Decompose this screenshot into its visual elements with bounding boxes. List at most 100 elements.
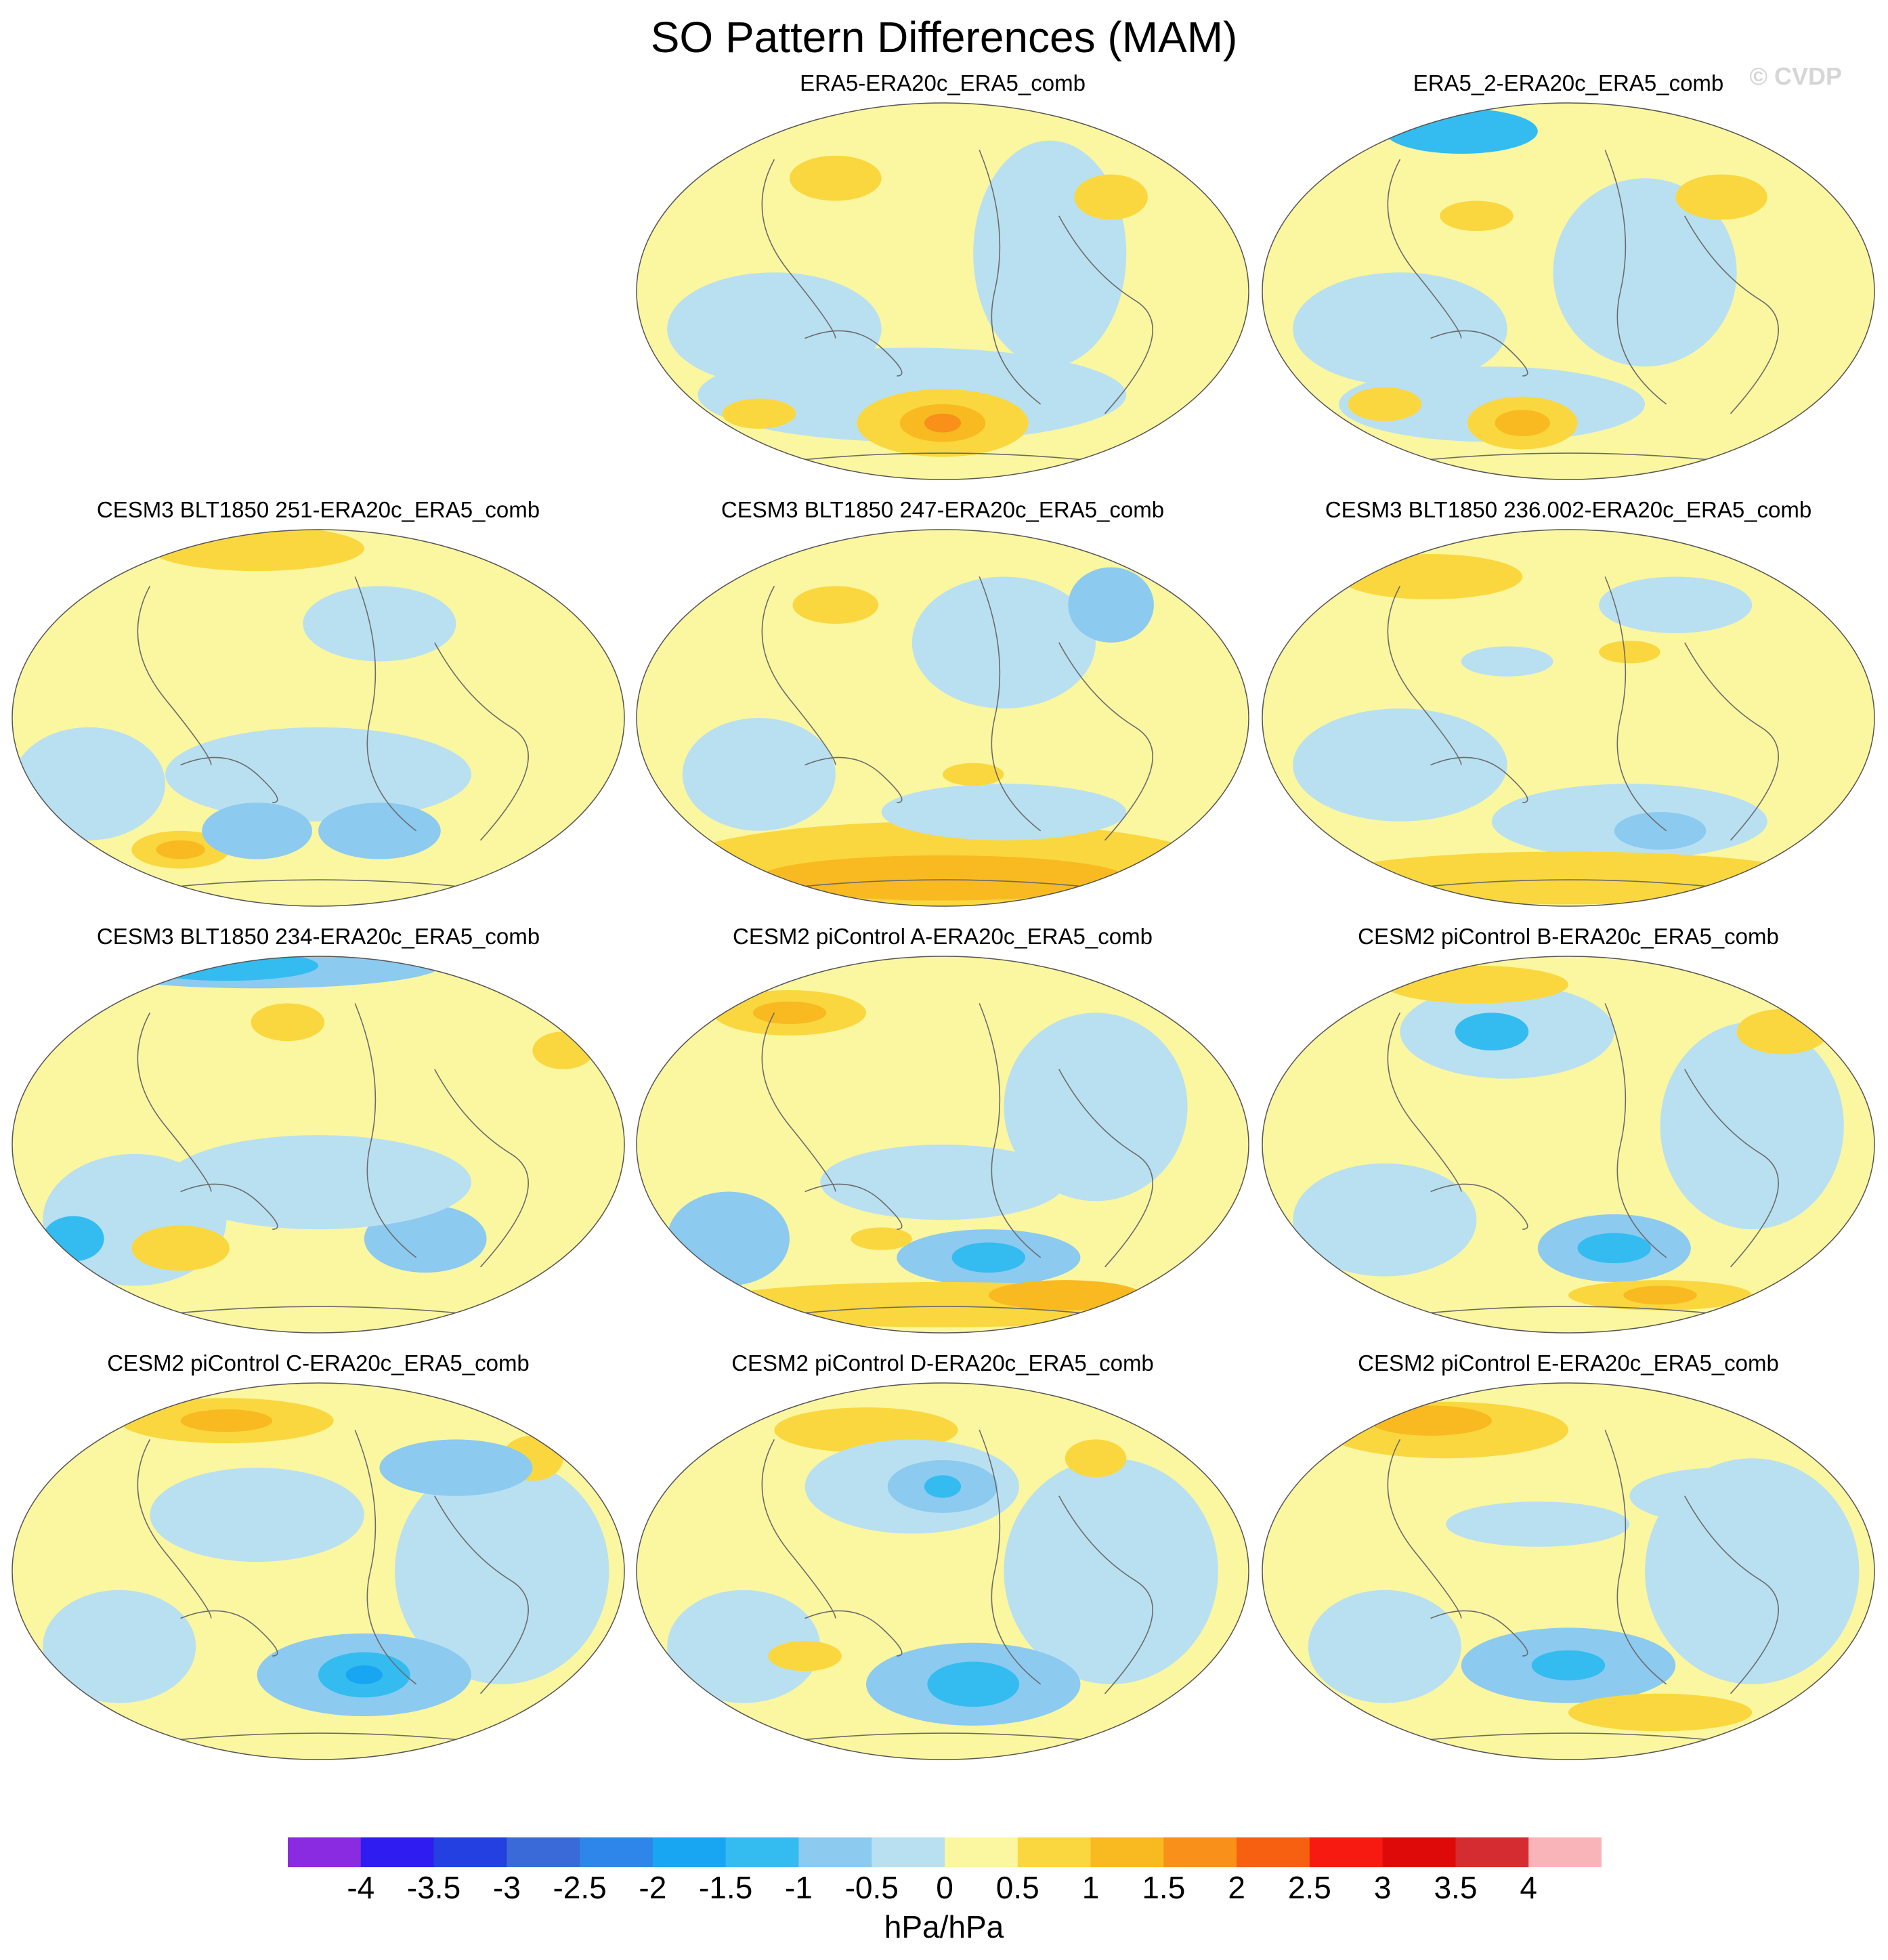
anomaly-region (150, 1468, 364, 1562)
map-outline (636, 102, 1249, 480)
map-panel (636, 102, 1249, 480)
map-panel (12, 956, 625, 1334)
colorbar-tick-label: 0 (936, 1870, 953, 1905)
figure-title: SO Pattern Differences (MAM) (650, 13, 1238, 62)
map-outline (1262, 956, 1875, 1334)
coastline (1604, 1430, 1667, 1685)
anomaly-region (988, 1280, 1142, 1311)
anomaly-region (251, 1003, 325, 1042)
anomaly-region (682, 718, 836, 831)
anomaly-region (1384, 965, 1568, 1004)
panel-title: CESM2 piControl D-ERA20c_ERA5_comb (731, 1350, 1154, 1376)
colorbar-swatch (1455, 1837, 1529, 1867)
anomaly-region (1577, 1233, 1652, 1264)
coastline (180, 757, 278, 803)
anomaly-region (156, 840, 205, 859)
colorbar-swatch (580, 1837, 653, 1867)
anomaly-region (1645, 1458, 1860, 1684)
coastline (134, 1306, 502, 1319)
map-outline (1262, 102, 1875, 480)
colorbar-tick-label: 4 (1520, 1870, 1538, 1905)
anomaly-region (1736, 1008, 1829, 1054)
anomaly-region (1293, 708, 1507, 822)
colorbar-swatch (1309, 1837, 1383, 1867)
coastline (1384, 452, 1753, 465)
coastline (758, 1732, 1127, 1745)
map-panel (636, 529, 1249, 907)
panel-title: ERA5_2-ERA20c_ERA5_comb (1413, 70, 1724, 95)
anomaly-region (43, 1590, 196, 1703)
panel-title: CESM3 BLT1850 236.002-ERA20c_ERA5_comb (1325, 497, 1812, 522)
anomaly-region (165, 1135, 471, 1230)
colorbar-swatch (652, 1837, 727, 1867)
anomaly-region (911, 576, 1096, 709)
anomaly-region (667, 1191, 790, 1286)
map-outline (12, 529, 625, 907)
colorbar-tick-label: 2 (1228, 1870, 1245, 1905)
colorbar-tick-label: 1 (1081, 1870, 1100, 1905)
anomaly-region (951, 1242, 1026, 1273)
anomaly-region (1004, 1013, 1188, 1201)
colorbar-tick-label: -0.5 (844, 1870, 899, 1905)
map-panel (1262, 956, 1875, 1334)
coastline (761, 1439, 836, 1619)
coastline (979, 1430, 1042, 1685)
coastline (804, 330, 903, 377)
anomaly-region (1623, 1285, 1697, 1305)
coastline (137, 586, 212, 765)
colorbar-tick-label: -1.5 (699, 1870, 753, 1905)
coastline (1384, 1306, 1753, 1319)
coastline (134, 879, 502, 892)
colorbar-tick-label: 0.5 (995, 1870, 1039, 1905)
coastline (1684, 1495, 1779, 1695)
anomaly-region (1293, 1163, 1477, 1277)
coastline (1684, 1069, 1779, 1268)
coastline (1604, 576, 1667, 832)
coastline (758, 1306, 1127, 1319)
map-outline (636, 1382, 1249, 1760)
map-panel (1262, 102, 1875, 480)
coastline (758, 452, 1127, 465)
coastline (1384, 879, 1753, 892)
colorbar-tick-label: 1.5 (1142, 1870, 1186, 1905)
coastline (1604, 150, 1667, 405)
anomaly-region (758, 855, 1127, 901)
coastline (1058, 1069, 1153, 1268)
map-outline (12, 956, 625, 1334)
coastline (1430, 757, 1528, 803)
colorbar-tick-label: -3.5 (406, 1870, 461, 1905)
anomaly-region (303, 586, 456, 662)
panel-title: CESM2 piControl E-ERA20c_ERA5_comb (1358, 1350, 1779, 1376)
anomaly-region (1074, 174, 1148, 220)
coastline (354, 576, 417, 832)
watermark: © CVDP (1749, 62, 1842, 90)
coastline (979, 1003, 1042, 1258)
coastline (1387, 1439, 1462, 1619)
coastline (1384, 1732, 1753, 1745)
anomaly-region (1599, 576, 1753, 633)
anomaly-region (1369, 1405, 1492, 1436)
coastline (354, 1430, 417, 1685)
anomaly-region (165, 727, 471, 822)
map-panel (1262, 1382, 1875, 1760)
colorbar-swatch (507, 1837, 580, 1867)
colorbar-tick-label: -3 (492, 1870, 521, 1905)
coastline (434, 1069, 529, 1268)
panel-title: ERA5-ERA20c_ERA5_comb (800, 70, 1086, 95)
coastline (354, 1003, 417, 1258)
colorbar-swatch (872, 1837, 945, 1867)
panel-title: CESM3 BLT1850 234-ERA20c_ERA5_comb (96, 924, 540, 949)
panel-title: CESM3 BLT1850 251-ERA20c_ERA5_comb (96, 497, 540, 522)
anomaly-region (202, 803, 312, 859)
anomaly-region (1461, 646, 1553, 677)
panel-title: CESM2 piControl A-ERA20c_ERA5_comb (733, 924, 1153, 949)
anomaly-region (1004, 1458, 1218, 1684)
anomaly-region (1660, 1022, 1844, 1230)
coastline (1387, 159, 1462, 339)
colorbar-swatch (1017, 1837, 1092, 1867)
anomaly-region (851, 1227, 912, 1250)
panel-title: CESM2 piControl B-ERA20c_ERA5_comb (1358, 924, 1779, 949)
map-outline (636, 956, 1249, 1334)
coastline (761, 586, 836, 765)
anomaly-region (345, 1665, 383, 1684)
